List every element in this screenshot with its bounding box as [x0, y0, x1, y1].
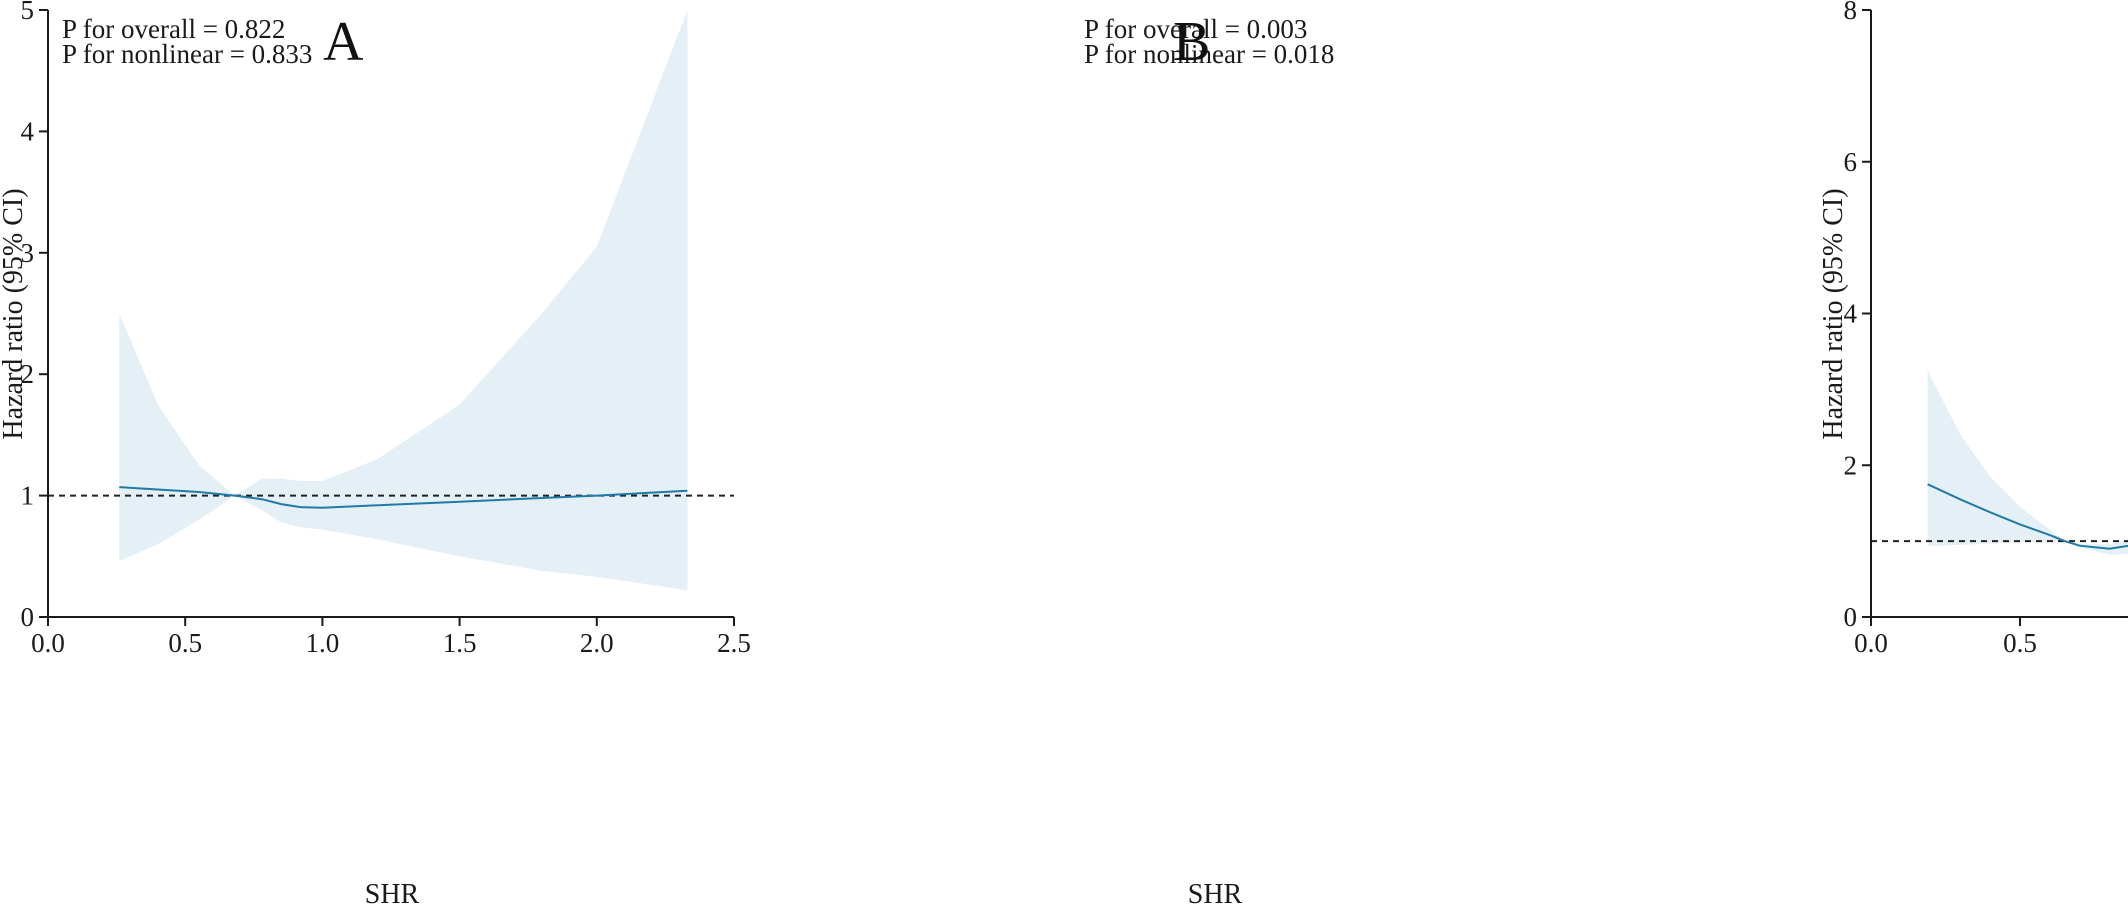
x-tick-label: 2.0: [580, 628, 614, 658]
x-tick-label: 0.5: [168, 628, 202, 658]
panel-label-a: A: [323, 11, 364, 73]
p-nonlinear-annotation-b: P for nonlinear = 0.018: [1084, 39, 1334, 69]
ci-band: [119, 10, 688, 591]
chart-panel-a: 0.0 0.5 1.0 1.5 2.0 2.5 0 1 2 3 4 5 P for overall =…: [0, 0, 751, 909]
x-axis-title-a: SHR: [365, 879, 420, 909]
ci-band: [1927, 370, 2128, 555]
y-axis-title-b: Hazard ratio (95% CI): [1818, 188, 1849, 439]
chart-a-svg: 0.0 0.5 1.0 1.5 2.0 2.5 0 1 2 3 4 5 P for overall =…: [0, 0, 751, 909]
y-tick-label: 8: [1844, 0, 1858, 25]
hazard-ratio-curve: [119, 486, 688, 509]
y-tick-label: 2: [21, 359, 35, 389]
y-tick-label: 6: [1844, 147, 1858, 177]
x-tick-label: 0.0: [31, 628, 65, 658]
x-tick-label: 1.0: [306, 628, 340, 658]
p-nonlinear-annotation-a: P for nonlinear = 0.833: [62, 39, 312, 69]
y-tick-label: 0: [21, 602, 35, 632]
x-tick-label: 0.0: [1854, 628, 1888, 658]
y-tick-label: 4: [21, 116, 35, 146]
y-tick-label: 3: [21, 238, 35, 268]
y-axis-title-a: Hazard ratio (95% CI): [0, 188, 29, 439]
y-tick-label: 2: [1844, 450, 1858, 480]
y-tick-label: 4: [1844, 299, 1858, 329]
hazard-ratio-curve: [1927, 483, 2128, 550]
p-overall-annotation-b: P for overall = 0.003: [1084, 14, 1307, 44]
y-tick-label: 5: [21, 0, 35, 25]
x-tick-label: 0.5: [2003, 628, 2037, 658]
panel-label-b: B: [1173, 11, 1210, 73]
y-tick-label: 0: [1844, 602, 1858, 632]
x-axis-title-b: SHR: [1188, 879, 1243, 909]
p-overall-annotation-a: P for overall = 0.822: [62, 14, 285, 44]
plot-area-a: 0.0 0.5 1.0 1.5 2.0 2.5 0 1 2 3 4 5: [21, 0, 751, 658]
x-tick-label: 1.5: [443, 628, 477, 658]
x-tick-label: 2.5: [717, 628, 751, 658]
y-tick-label: 1: [21, 481, 35, 511]
